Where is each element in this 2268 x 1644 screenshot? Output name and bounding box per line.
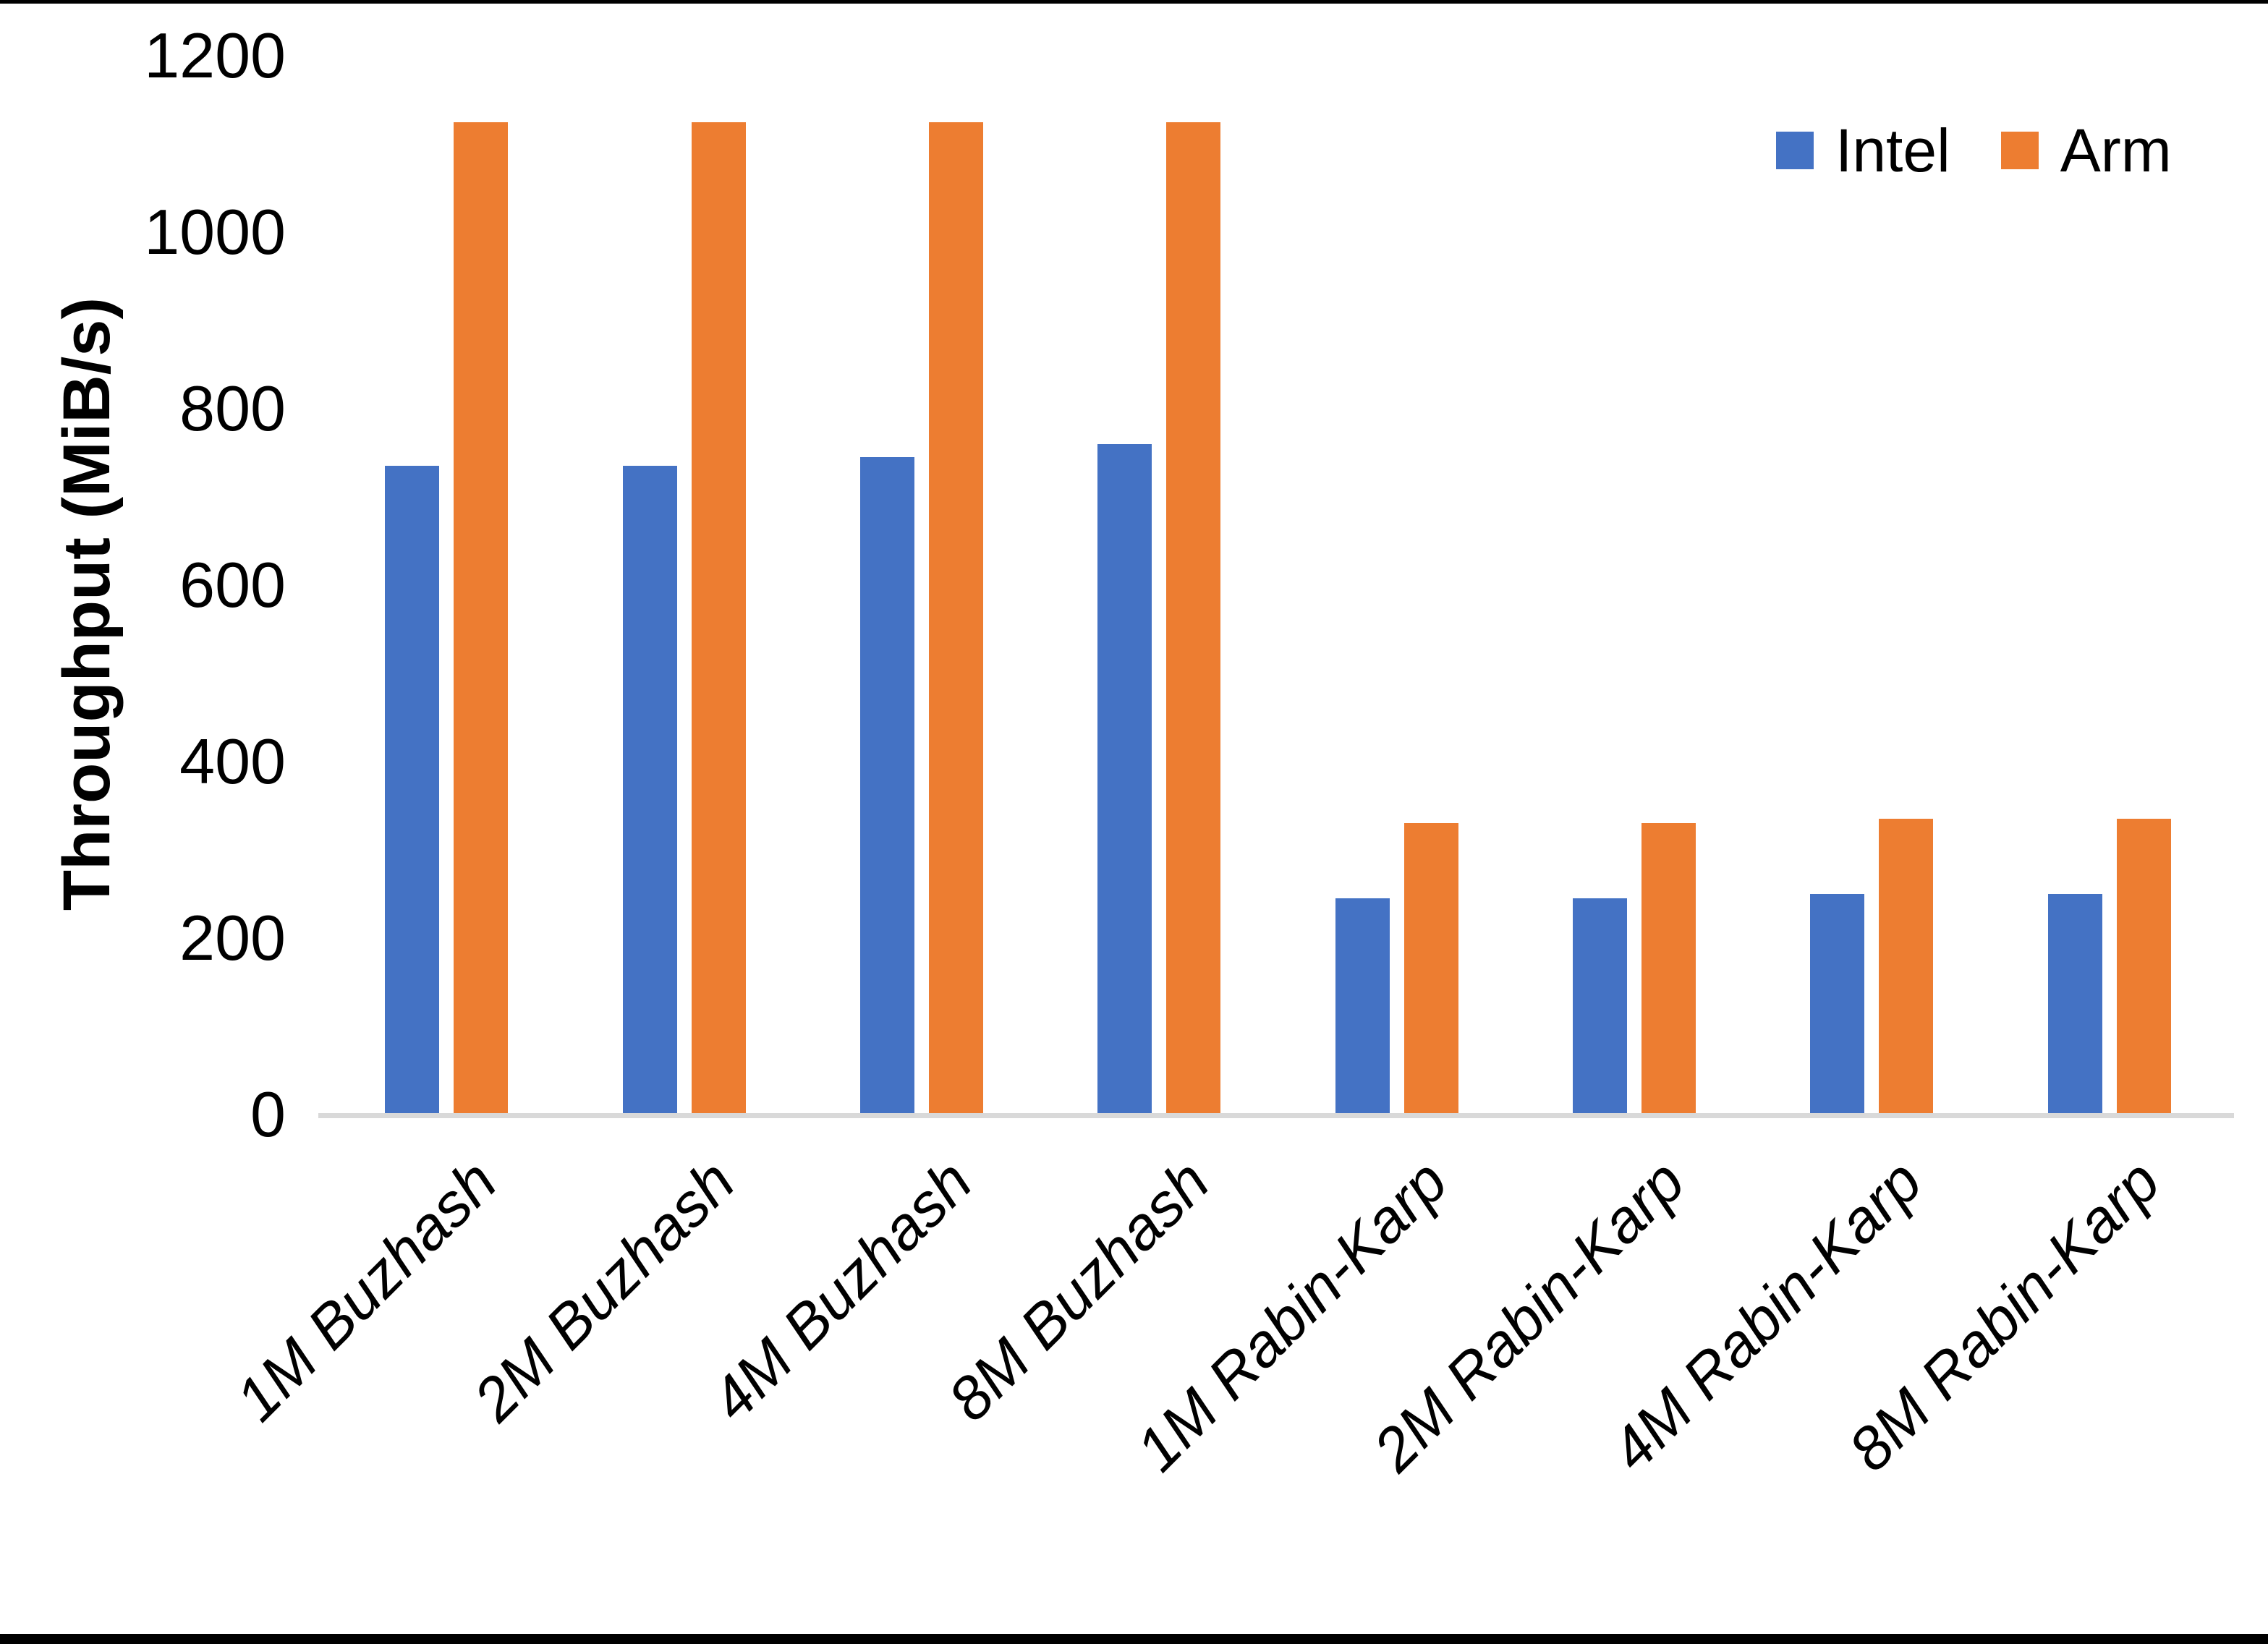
- y-tick-label-1200: 1200: [144, 20, 286, 91]
- bar-arm-2m-buzhash: [691, 122, 746, 1115]
- bar-arm-4m-buzhash: [928, 122, 983, 1115]
- y-tick-label-600: 600: [179, 549, 286, 621]
- bars-container: [328, 56, 2228, 1115]
- bar-intel-4m-buzhash: [859, 457, 914, 1115]
- y-tick-label-1000: 1000: [144, 196, 286, 268]
- legend-label-arm: Arm: [2060, 116, 2172, 184]
- bar-arm-2m-rabin-karp: [1641, 823, 1696, 1115]
- bar-intel-1m-buzhash: [385, 466, 440, 1115]
- legend-item-arm: Arm: [2000, 116, 2172, 184]
- legend-item-intel: Intel: [1776, 120, 1950, 181]
- x-category-label-1m-buzhash: 1M Buzhash: [222, 1146, 510, 1434]
- y-tick-label-800: 800: [179, 372, 286, 444]
- bar-arm-8m-buzhash: [1166, 122, 1221, 1115]
- x-axis-line: [318, 1113, 2234, 1118]
- legend: Intel Arm: [1776, 120, 2172, 181]
- bar-intel-8m-buzhash: [1097, 443, 1152, 1115]
- bar-group-8m-buzhash: [1040, 56, 1278, 1115]
- bar-intel-8m-rabin-karp: [2047, 894, 2102, 1115]
- y-tick-label-200: 200: [179, 902, 286, 974]
- legend-swatch-arm: [2000, 132, 2039, 169]
- bar-group-2m-rabin-karp: [1516, 56, 1753, 1115]
- bar-group-4m-buzhash: [803, 56, 1040, 1115]
- bar-group-1m-buzhash: [328, 56, 565, 1115]
- bar-arm-1m-buzhash: [454, 122, 509, 1115]
- bar-arm-1m-rabin-karp: [1403, 823, 1458, 1115]
- bar-arm-8m-rabin-karp: [2116, 819, 2171, 1115]
- bar-group-8m-rabin-karp: [1991, 56, 2228, 1115]
- bar-group-4m-rabin-karp: [1753, 56, 1990, 1115]
- bar-group-2m-buzhash: [565, 56, 802, 1115]
- legend-label-intel: Intel: [1835, 116, 1950, 184]
- bar-intel-2m-rabin-karp: [1573, 898, 1628, 1115]
- plot-area: [328, 56, 2228, 1115]
- bar-intel-4m-rabin-karp: [1810, 894, 1865, 1115]
- y-tick-label-0: 0: [250, 1078, 286, 1150]
- legend-swatch-intel: [1776, 132, 1814, 169]
- y-tick-label-400: 400: [179, 725, 286, 797]
- bottom-border-line: [0, 1634, 2268, 1644]
- bar-arm-4m-rabin-karp: [1879, 819, 1934, 1115]
- bar-intel-1m-rabin-karp: [1335, 898, 1390, 1115]
- bar-intel-2m-buzhash: [622, 466, 677, 1115]
- top-border-line: [0, 0, 2268, 4]
- bar-group-1m-rabin-karp: [1278, 56, 1516, 1115]
